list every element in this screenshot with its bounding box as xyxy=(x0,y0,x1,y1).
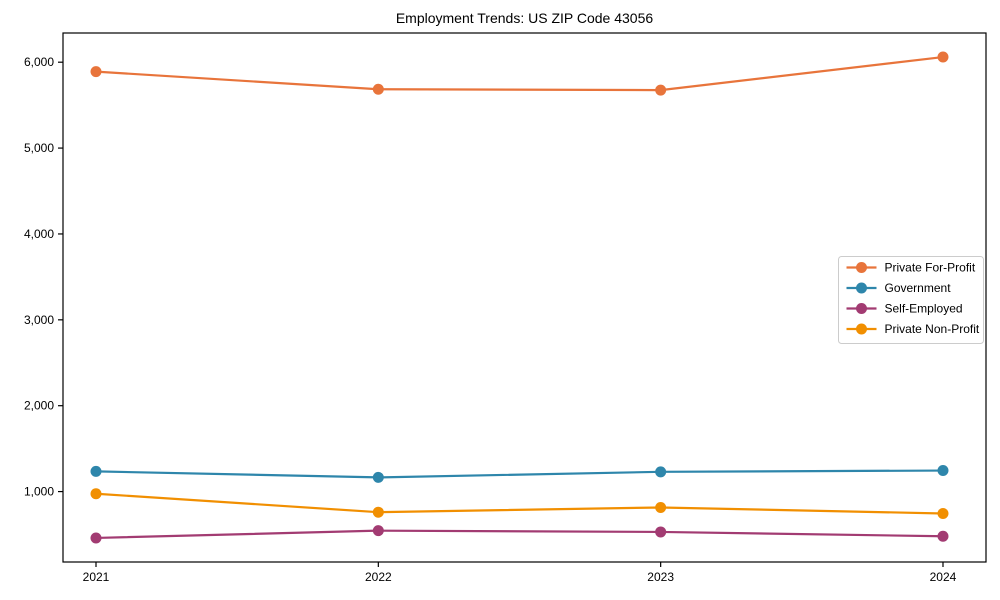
data-point-self-employed-2022 xyxy=(372,525,384,537)
data-point-private-for-profit-2022 xyxy=(372,83,384,95)
series-line-government xyxy=(95,469,943,479)
series-line-private-for-profit xyxy=(95,55,944,92)
data-point-government-2024 xyxy=(937,465,949,477)
data-point-private-non-profit-2021 xyxy=(90,488,102,500)
data-point-government-2022 xyxy=(372,471,384,483)
chart-title: Employment Trends: US ZIP Code 43056 xyxy=(395,10,654,26)
legend-marker-private-non-profit xyxy=(856,323,867,335)
data-point-private-for-profit-2021 xyxy=(90,66,102,78)
data-point-private-for-profit-2024 xyxy=(937,51,949,63)
x-axis-tick-label: 2021 xyxy=(83,570,110,584)
legend-marker-self-employed xyxy=(856,303,867,314)
data-point-government-2021 xyxy=(90,465,102,477)
plot-border xyxy=(62,32,987,563)
x-axis-tick-label: 2024 xyxy=(930,570,957,584)
legend-marker-government xyxy=(856,282,867,294)
x-axis-tick-label: 2023 xyxy=(647,570,674,584)
series-line-private-non-profit xyxy=(95,492,944,515)
data-point-private-non-profit-2023 xyxy=(655,501,667,513)
y-axis-tick-label: 6,000 xyxy=(24,55,54,69)
legend-label-self-employed: Self-Employed xyxy=(885,302,963,316)
y-axis-tick-label: 4,000 xyxy=(24,227,54,241)
legend-box xyxy=(838,256,984,344)
y-axis-tick-label: 5,000 xyxy=(24,141,54,155)
data-point-private-non-profit-2024 xyxy=(937,507,949,519)
legend-label-private-non-profit: Private Non-Profit xyxy=(885,322,980,336)
data-point-private-for-profit-2023 xyxy=(655,84,667,96)
y-axis-tick-label: 3,000 xyxy=(24,313,54,327)
data-point-self-employed-2023 xyxy=(655,526,667,538)
legend-label-government: Government xyxy=(885,281,952,295)
data-point-government-2023 xyxy=(655,466,667,478)
x-axis-tick-label: 2022 xyxy=(365,570,392,584)
legend-label-private-for-profit: Private For-Profit xyxy=(885,261,976,275)
data-point-self-employed-2024 xyxy=(937,530,949,542)
legend-marker-private-for-profit xyxy=(856,262,867,273)
data-point-self-employed-2021 xyxy=(90,532,102,544)
y-axis-tick-label: 2,000 xyxy=(24,399,54,413)
y-axis-tick-label: 1,000 xyxy=(24,485,54,499)
data-point-private-non-profit-2022 xyxy=(372,506,384,518)
series-line-self-employed xyxy=(95,529,944,540)
